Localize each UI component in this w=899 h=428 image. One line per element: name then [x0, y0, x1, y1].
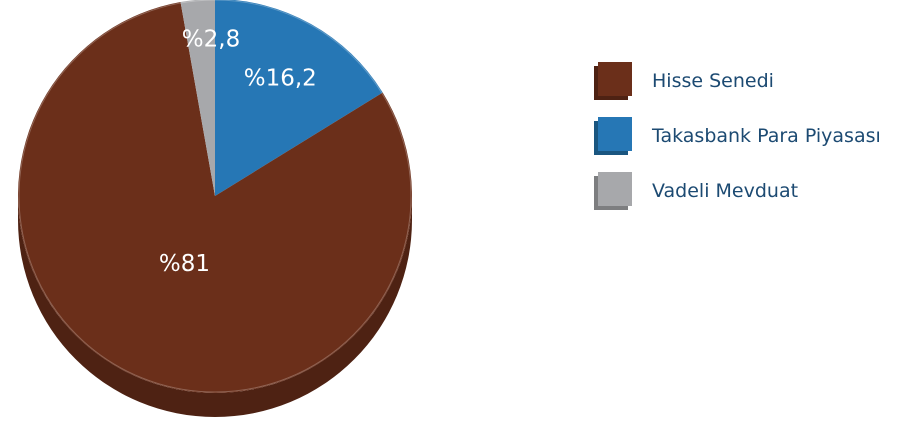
- pie-rim: [18, 0, 412, 393]
- legend-label-hisse-senedi: Hisse Senedi: [652, 70, 774, 92]
- slice-takasbank-para-piyasasi: [215, 0, 383, 196]
- legend-label-vadeli-mevduat: Vadeli Mevduat: [652, 180, 799, 202]
- data-label-hisse-senedi: %81: [159, 251, 210, 277]
- slice-vadeli-mevduat: [180, 0, 215, 196]
- legend-item-vadeli-mevduat: Vadeli Mevduat: [594, 172, 881, 210]
- legend-swatch-vadeli-mevduat: [594, 172, 632, 210]
- pie-chart: %81 %16,2%2,8: [17, 0, 412, 417]
- data-label-vadeli-mevduat: %2,8: [182, 27, 240, 53]
- data-label-takasbank-para-piyasasi: %16,2: [244, 66, 317, 92]
- legend-swatch-takasbank-para-piyasasi: [594, 117, 632, 155]
- legend-label-takasbank-para-piyasasi: Takasbank Para Piyasası: [652, 125, 881, 147]
- legend: Hisse Senedi Takasbank Para Piyasası Vad…: [594, 62, 881, 227]
- legend-item-hisse-senedi: Hisse Senedi: [594, 62, 881, 100]
- legend-item-takasbank-para-piyasasi: Takasbank Para Piyasası: [594, 117, 881, 155]
- slice-hisse-senedi: [17, 2, 412, 394]
- legend-swatch-hisse-senedi: [594, 62, 632, 100]
